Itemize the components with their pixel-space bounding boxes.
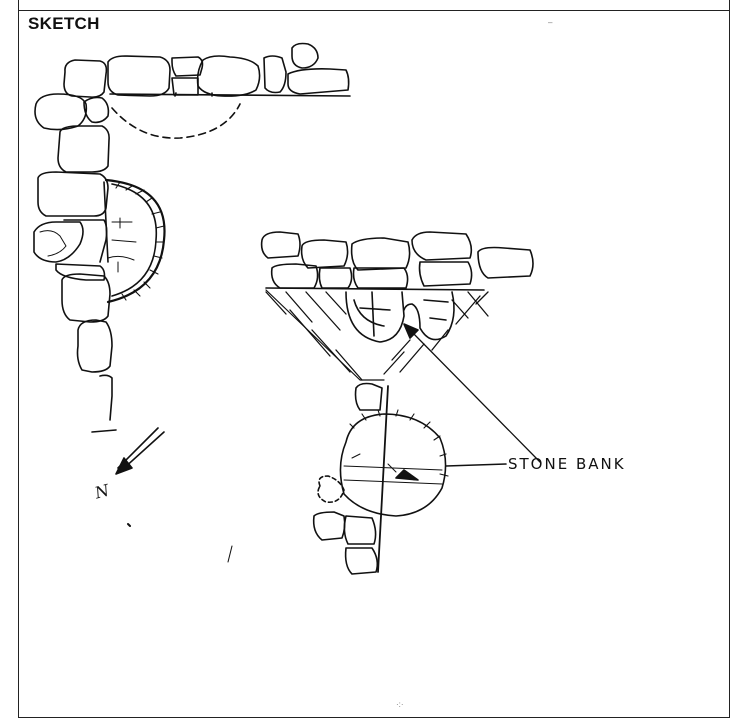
north-arrow-icon: [115, 427, 165, 475]
semicircle-feature-left: [39, 178, 166, 304]
paper-speck: ·:·: [396, 700, 404, 709]
small-dot: [127, 523, 131, 527]
section-title: SKETCH: [28, 14, 100, 33]
stone-wall-left: [33, 93, 117, 433]
tick-mark: [227, 545, 233, 563]
top-border: [18, 10, 730, 11]
sketch-frame: [18, 0, 730, 718]
stone-bank-circle: [312, 382, 507, 575]
stone-bank-label: STONE BANK: [508, 455, 626, 473]
callout-arrow-head: [403, 323, 419, 339]
stone-wall-middle: [260, 231, 534, 381]
callout-arrow-line: [409, 329, 541, 463]
dashed-arc-top: [111, 103, 241, 139]
stone-wall-top: [63, 42, 351, 98]
paper-speck: –: [548, 18, 553, 27]
